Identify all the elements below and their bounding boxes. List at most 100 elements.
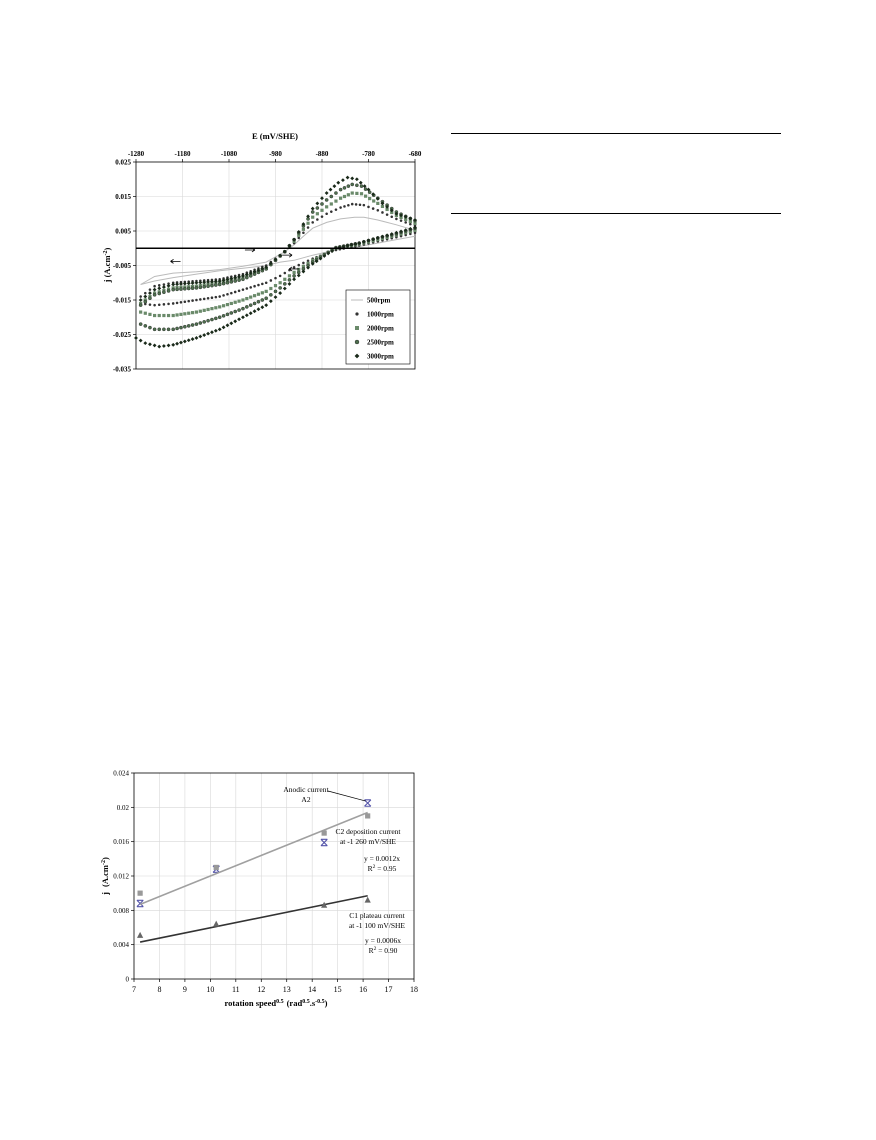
data-point (183, 300, 187, 304)
data-point (241, 315, 245, 320)
data-point (375, 235, 380, 240)
data-point (245, 287, 249, 290)
data-point (157, 291, 162, 296)
data-point (248, 271, 253, 275)
data-point (366, 238, 371, 243)
data-point (198, 321, 203, 325)
data-point (329, 202, 333, 206)
data-point (186, 286, 191, 291)
data-point (191, 299, 194, 302)
data-point (162, 290, 166, 295)
data-point (310, 261, 315, 266)
data-point (376, 209, 380, 212)
data-point (194, 310, 199, 314)
data-point (252, 301, 257, 306)
data-point (175, 313, 179, 317)
data-point (287, 274, 292, 278)
data-point (152, 287, 157, 292)
series-500rpm (140, 216, 416, 285)
data-point (171, 313, 175, 318)
legend-swatch (355, 312, 359, 316)
data-point (292, 270, 296, 274)
data-point (157, 313, 161, 318)
data-point (359, 192, 364, 196)
data-point (320, 208, 324, 212)
data-point (136, 931, 144, 938)
data-point (153, 313, 157, 318)
data-point (218, 305, 222, 309)
data-point (187, 311, 191, 315)
data-point (213, 328, 218, 333)
data-point (143, 341, 148, 346)
data-point (350, 191, 354, 195)
annotation-sup: 2 (373, 864, 376, 870)
data-point (320, 202, 324, 206)
data-point (257, 283, 260, 287)
data-point (278, 274, 282, 278)
fit-line (139, 894, 368, 943)
data-point (221, 281, 226, 286)
data-point (171, 282, 176, 287)
data-point (292, 265, 296, 269)
data-point (364, 896, 371, 903)
data-point (241, 273, 245, 278)
data-point (326, 251, 331, 256)
data-point (343, 205, 346, 208)
chart1-x-tick-label: -980 (269, 150, 282, 158)
chart1-x-ticks: -1280 -1180 -1080 -980 -880 -780 -680 (128, 150, 422, 162)
chart1-y-label-close: ) (102, 247, 112, 250)
data-point (385, 213, 389, 216)
data-point (301, 227, 305, 231)
data-point (341, 178, 345, 183)
data-point (347, 203, 350, 207)
data-point (366, 187, 371, 192)
data-point (264, 296, 268, 301)
chart1-y-tick-label: -0.015 (113, 297, 132, 305)
data-point (268, 261, 273, 266)
data-point (301, 222, 306, 227)
data-point (324, 191, 329, 195)
data-point (269, 279, 273, 282)
chart2-y-label-unit: (A.cm (100, 865, 110, 887)
data-point (237, 317, 241, 322)
data-point (252, 269, 257, 274)
data-point (190, 337, 195, 342)
chart2-x-label-close: ) (325, 998, 328, 1008)
data-point (157, 284, 161, 287)
data-point (336, 180, 341, 185)
data-point (306, 214, 310, 219)
data-point (365, 813, 371, 819)
data-point (179, 325, 183, 330)
legend-swatch (354, 339, 360, 345)
data-point (363, 187, 368, 191)
annotation-line: at -1 100 mV/SHE (349, 921, 405, 930)
chart2-x-label-sup3: -0.5 (315, 999, 325, 1005)
data-point (166, 343, 171, 348)
data-point (218, 295, 221, 298)
annotation-line: at -1 260 mV/SHE (340, 837, 396, 846)
data-point (214, 295, 218, 299)
data-point (237, 274, 241, 279)
chart-annotation: Anodic current A2 (283, 785, 329, 804)
data-point (138, 322, 143, 326)
data-point (233, 300, 237, 304)
data-point (210, 283, 214, 288)
data-point (148, 342, 152, 347)
annotation-line: R (369, 946, 374, 955)
data-point (202, 297, 206, 301)
data-point (325, 212, 328, 216)
data-point (206, 296, 210, 300)
data-point (399, 215, 403, 220)
data-point (413, 221, 417, 226)
data-point (399, 219, 403, 222)
data-point (264, 265, 269, 270)
data-point (399, 229, 403, 234)
data-point (222, 294, 225, 297)
chart1-y-tick-label: -0.005 (113, 262, 132, 270)
data-point (166, 327, 171, 332)
data-point (339, 206, 342, 209)
data-point (283, 277, 287, 281)
data-point (162, 303, 166, 306)
data-point (252, 294, 257, 298)
